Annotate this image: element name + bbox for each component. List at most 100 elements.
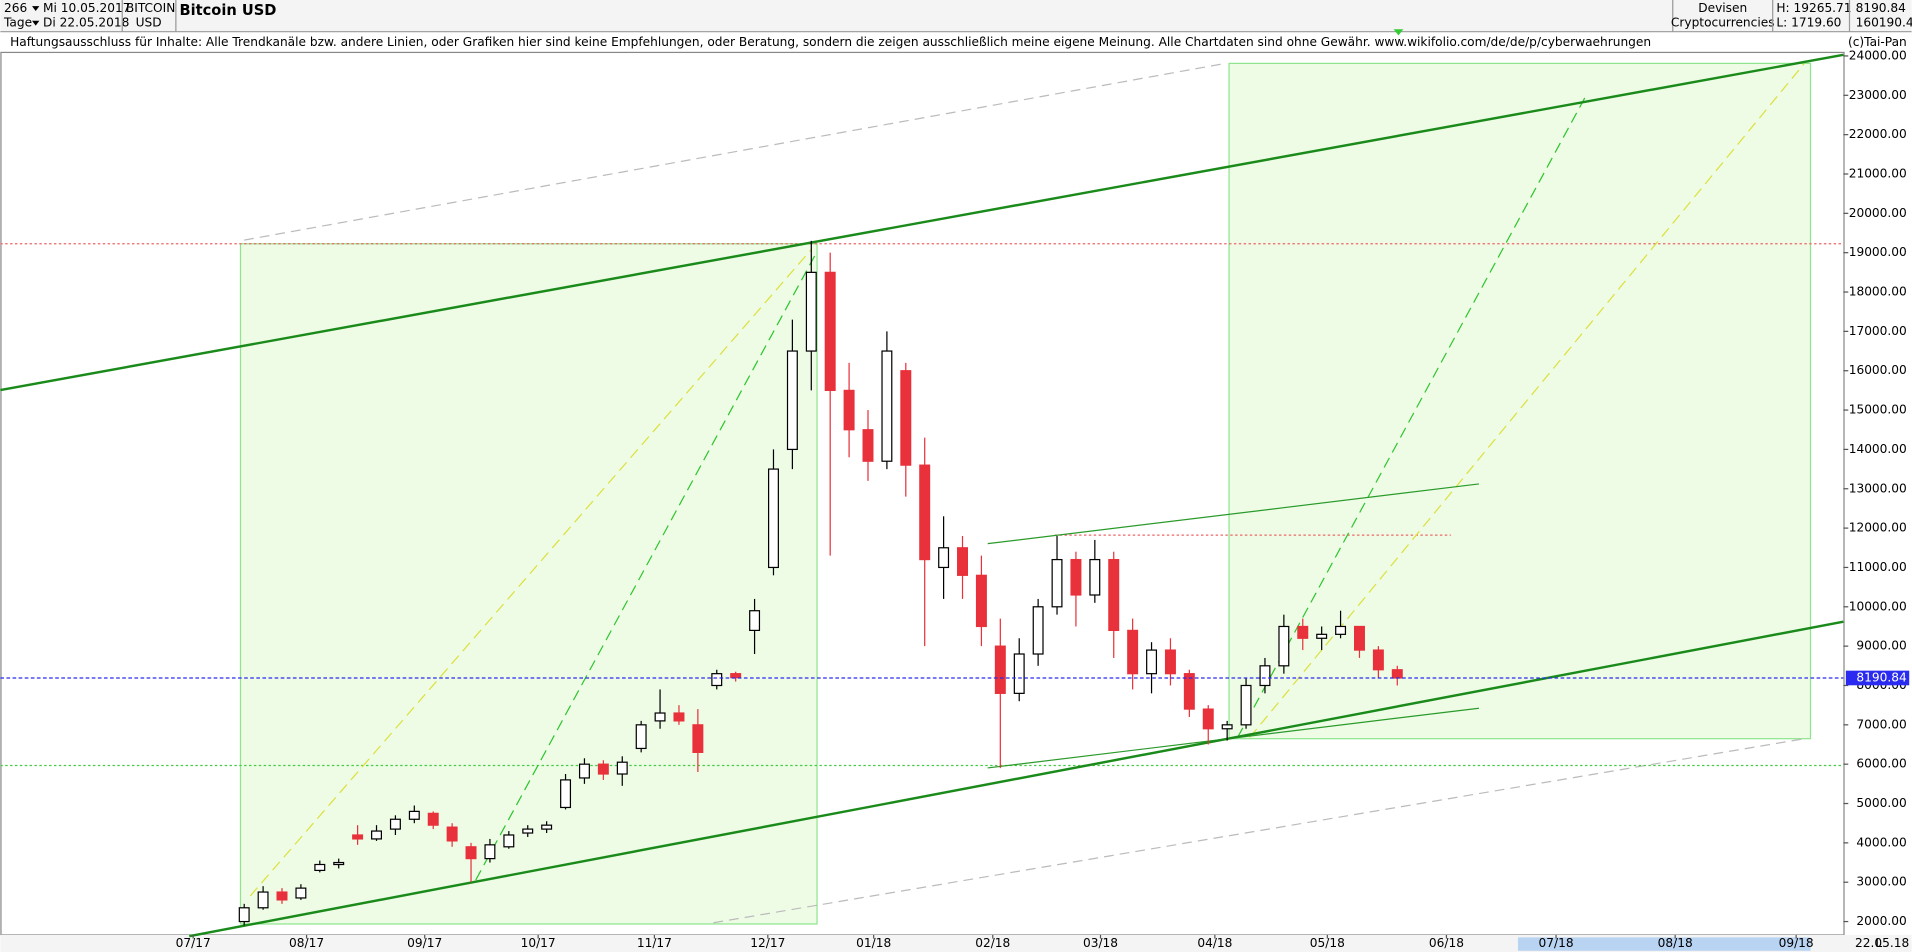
chart-title: Bitcoin USD (180, 2, 277, 19)
diagonal (1249, 62, 1805, 738)
candle-body (1164, 649, 1176, 675)
last-price-box (1845, 670, 1910, 686)
candle-body (1316, 633, 1328, 639)
x-tick-label: 01/18 (856, 936, 891, 950)
candle-body (1013, 653, 1025, 694)
x-tick-label: 07/18 (1539, 936, 1574, 950)
symbol: BITCOIN (126, 1, 175, 15)
y-tick-label: 18000.00 (1849, 285, 1907, 299)
projection-box (239, 243, 818, 925)
candle-body (843, 389, 855, 431)
x-tick-label: 10/17 (521, 936, 556, 950)
candle-body (881, 350, 893, 462)
date-from: Mi 10.05.2017 (43, 1, 130, 15)
candle-body (484, 844, 496, 860)
candle-body (1108, 558, 1120, 632)
candle-body (541, 824, 553, 830)
candle-body (786, 350, 798, 451)
candle-body (975, 574, 987, 628)
axes: 2000.00 3000.00 4000.00 5000.00 6000.00 7000.… (176, 48, 1907, 950)
candle-body (578, 763, 590, 779)
candle-body (1391, 669, 1403, 679)
candle-body (1353, 625, 1365, 651)
x-tick-label: 07/17 (176, 936, 211, 950)
candle-body (635, 724, 647, 750)
date: 22.05.18 (1855, 936, 1909, 950)
count[interactable]: 266 (4, 1, 27, 15)
x-tick-label: 06/18 (1429, 936, 1464, 950)
candle-body (408, 810, 420, 820)
y-tick-label: 20000.00 (1849, 206, 1907, 220)
group: Devisen (1698, 1, 1747, 15)
candle-body (522, 828, 534, 834)
future-range (1517, 937, 1811, 951)
overlay: 8190.84 (0, 670, 1910, 686)
candle-body (1146, 649, 1158, 675)
x-tick-label: 04/18 (1197, 936, 1232, 950)
y-tick-label: 10000.00 (1849, 599, 1907, 613)
dashed-trend (713, 738, 1805, 924)
candle-body (711, 673, 723, 687)
y-tick-label: 4000.00 (1856, 835, 1906, 849)
dashed-trend (244, 62, 1226, 241)
diagonal (1237, 97, 1586, 738)
x-tick-label: 02/18 (975, 936, 1010, 950)
candle-body (1183, 673, 1195, 710)
candle-body (314, 863, 326, 872)
y-tick-label: 15000.00 (1849, 403, 1907, 417)
candle-body (616, 761, 628, 775)
x-tick-label: 05/18 (1310, 936, 1345, 950)
x-tick-label: 08/18 (1658, 936, 1693, 950)
candle-body (1051, 558, 1063, 608)
dropdown-icons (32, 6, 40, 26)
candle-body (446, 826, 458, 842)
candle-body (957, 547, 968, 576)
candle-body (1259, 665, 1271, 687)
candle-body (654, 712, 666, 722)
y-tick-label: 24000.00 (1849, 48, 1907, 62)
y-tick-label: 12000.00 (1849, 521, 1907, 535)
unit[interactable]: Tage (3, 16, 32, 30)
candle-body (1221, 724, 1233, 730)
y-tick-label: 17000.00 (1849, 324, 1907, 338)
candle-body (749, 610, 761, 632)
low: L: 1719.60 (1776, 16, 1841, 30)
scale-mode[interactable]: L (1875, 936, 1882, 950)
y-tick-label: 22000.00 (1849, 127, 1907, 141)
subgroup: Cryptocurrencies (1671, 16, 1775, 30)
candle-body (862, 429, 874, 462)
currency: USD (136, 16, 162, 30)
candle-body (295, 887, 307, 899)
candle-body (805, 271, 817, 352)
drawings (0, 53, 1844, 938)
candle-body (238, 907, 250, 923)
header-bar (0, 0, 1912, 32)
candle-body (692, 724, 704, 753)
candle-body (1240, 684, 1252, 726)
y-tick-label: 14000.00 (1849, 442, 1907, 456)
copyright: (c)Tai-Pan (1848, 35, 1907, 49)
candle-body (730, 673, 742, 679)
x-tick-label: 03/18 (1083, 936, 1118, 950)
disclaimer: Haftungsausschluss für Inhalte: Alle Tre… (10, 35, 1651, 49)
diagonal (249, 249, 812, 897)
y-tick-label: 19000.00 (1849, 245, 1907, 259)
candle-body (900, 370, 912, 466)
y-tick-label: 13000.00 (1849, 481, 1907, 495)
projection-box (1228, 62, 1812, 740)
trend-channel (189, 620, 1844, 938)
candle-body (276, 891, 288, 901)
candle-body (560, 779, 572, 809)
x-tick-label: 12/17 (750, 936, 785, 950)
x-tick-label: 08/17 (289, 936, 324, 950)
candle-body (352, 834, 364, 840)
candle-body (503, 834, 515, 848)
candle-body (1278, 625, 1290, 667)
channel (987, 483, 1480, 545)
candle-body (767, 468, 779, 569)
x-tick-label: 09/18 (1779, 936, 1814, 950)
y-tick-label: 2000.00 (1856, 914, 1906, 928)
y-tick-label: 9000.00 (1856, 639, 1906, 653)
candle-body (1070, 558, 1082, 596)
